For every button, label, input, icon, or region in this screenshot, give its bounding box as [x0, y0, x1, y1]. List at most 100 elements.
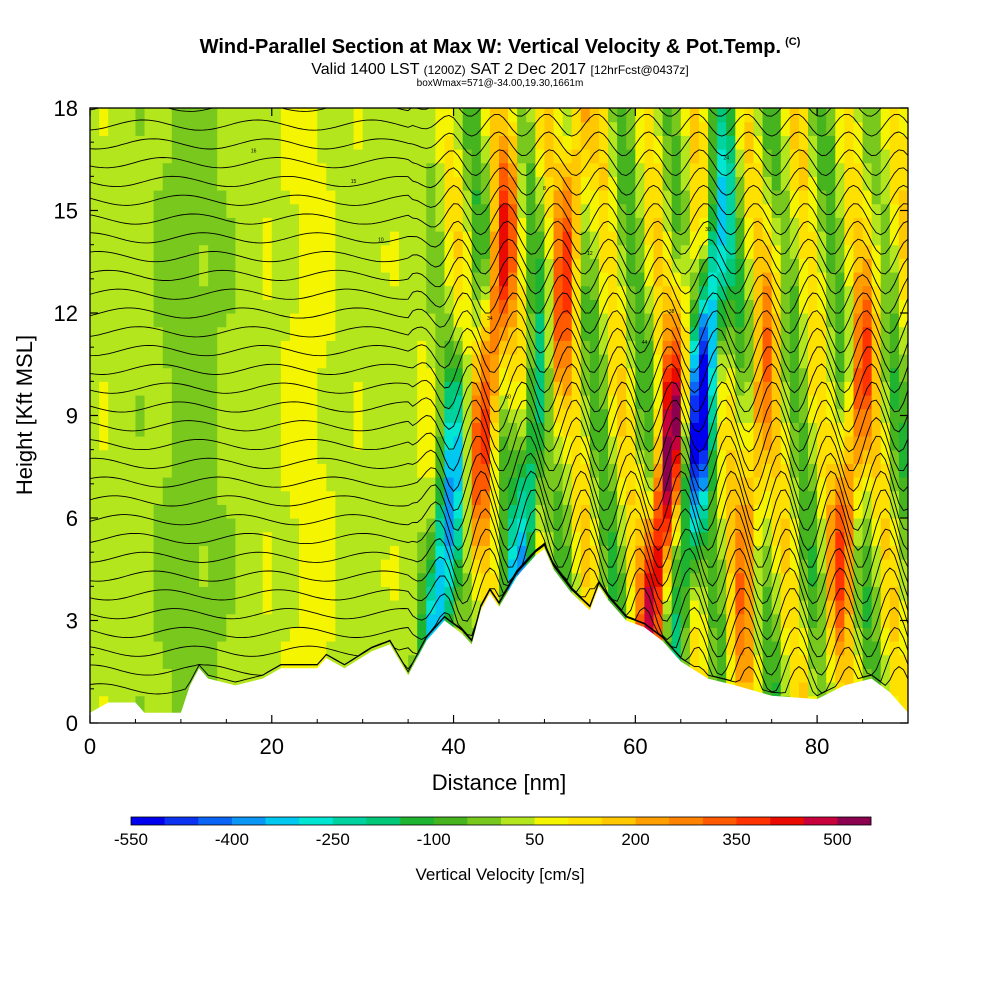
w-cell [562, 176, 573, 191]
w-cell [789, 340, 800, 355]
colorbar-frame [130, 816, 872, 826]
w-cell [217, 176, 227, 191]
w-cell [871, 313, 882, 328]
w-cell [244, 135, 255, 150]
w-cell [535, 149, 546, 164]
w-cell [880, 518, 891, 533]
w-cell [898, 313, 908, 328]
w-cell [171, 149, 182, 164]
w-cell [753, 654, 764, 669]
w-cell [462, 354, 473, 369]
w-cell [762, 654, 773, 669]
w-cell [817, 422, 827, 437]
w-cell [317, 572, 327, 587]
w-cell [435, 408, 446, 423]
w-cell [426, 531, 436, 546]
w-cell [226, 326, 237, 341]
w-cell [862, 340, 873, 355]
w-cell [289, 408, 300, 423]
w-cell [789, 326, 800, 341]
w-cell [317, 285, 327, 300]
w-cell [835, 135, 845, 150]
w-cell [389, 121, 400, 136]
w-cell [117, 135, 127, 150]
w-cell [90, 326, 100, 341]
w-cell [808, 600, 818, 615]
w-cell [744, 654, 755, 669]
w-cell [353, 641, 364, 656]
w-cell [171, 477, 182, 492]
w-cell [117, 682, 127, 697]
w-cell [117, 149, 127, 164]
w-cell [253, 176, 264, 191]
w-cell [762, 217, 773, 232]
w-cell [289, 531, 300, 546]
w-cell [535, 162, 546, 177]
w-cell [589, 121, 600, 136]
w-cell [371, 149, 382, 164]
w-cell [471, 463, 482, 478]
w-cell [217, 449, 227, 464]
w-cell [744, 272, 755, 287]
w-cell [771, 559, 782, 574]
w-cell [662, 477, 673, 492]
w-cell [880, 285, 891, 300]
w-cell [326, 285, 336, 300]
w-cell [462, 422, 473, 437]
w-cell [644, 436, 655, 451]
w-cell [171, 627, 182, 642]
w-cell [499, 326, 509, 341]
w-cell [380, 203, 391, 218]
w-cell [898, 559, 908, 574]
w-cell [598, 217, 609, 232]
w-cell [235, 272, 246, 287]
w-cell [353, 203, 364, 218]
w-cell [653, 244, 664, 259]
w-cell [717, 613, 727, 628]
w-cell [826, 613, 836, 628]
w-cell [435, 559, 446, 574]
w-cell [698, 518, 709, 533]
w-cell [671, 326, 682, 341]
w-cell [598, 135, 609, 150]
w-cell [189, 244, 200, 259]
w-cell [144, 176, 155, 191]
w-cell [289, 354, 300, 369]
w-cell [635, 600, 646, 615]
w-cell [299, 477, 309, 492]
w-cell [880, 108, 891, 123]
w-cell [898, 340, 908, 355]
w-cell [108, 162, 118, 177]
w-cell [898, 326, 908, 341]
w-cell [662, 504, 673, 519]
w-cell [889, 244, 900, 259]
w-cell [580, 436, 591, 451]
w-cell [826, 586, 836, 601]
w-cell [253, 463, 264, 478]
w-cell [253, 244, 264, 259]
w-cell [189, 627, 200, 642]
w-cell [780, 545, 791, 560]
w-cell [798, 531, 809, 546]
w-cell [471, 162, 482, 177]
w-cell [253, 299, 264, 314]
w-cell [471, 217, 482, 232]
w-cell [235, 326, 246, 341]
w-cell [199, 627, 209, 642]
w-cell [889, 545, 900, 560]
w-cell [417, 217, 427, 232]
w-cell [353, 231, 364, 246]
w-cell [644, 518, 655, 533]
w-cell [99, 340, 109, 355]
w-cell [226, 285, 237, 300]
w-cell [326, 436, 336, 451]
w-cell [844, 559, 855, 574]
w-cell [208, 231, 218, 246]
w-cell [708, 613, 718, 628]
w-cell [308, 313, 318, 328]
w-cell [253, 586, 264, 601]
w-cell [344, 559, 355, 574]
w-cell [826, 518, 836, 533]
w-cell [199, 299, 209, 314]
w-cell [135, 135, 146, 150]
